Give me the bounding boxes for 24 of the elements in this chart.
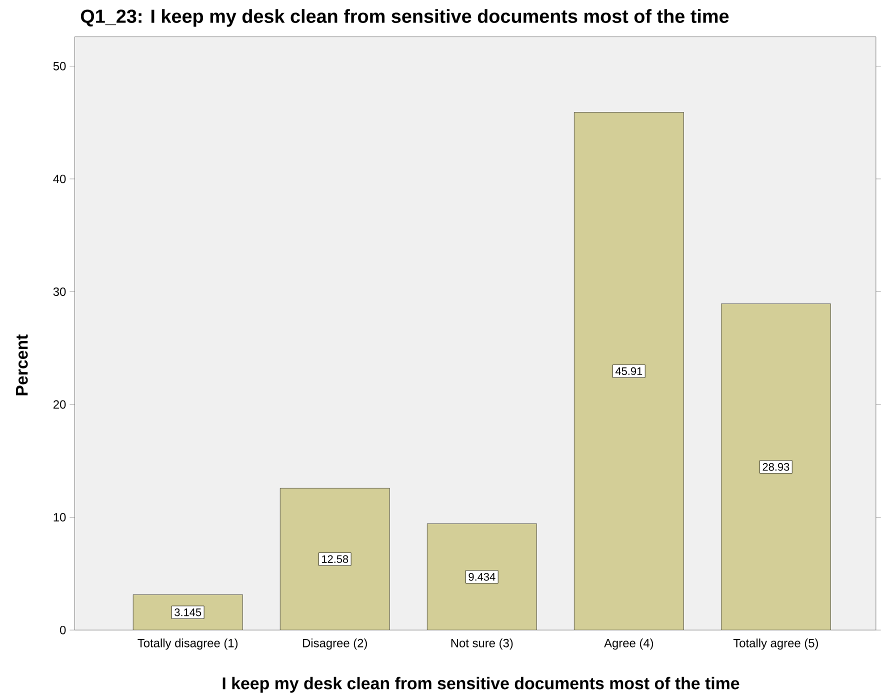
x-tick-label: Disagree (2) <box>303 638 367 650</box>
bar <box>574 112 684 630</box>
bar <box>426 524 537 630</box>
x-axis-title: I keep my desk clean from sensitive documents most of the time <box>222 677 740 693</box>
x-tick-label: Agree (4) <box>604 638 654 650</box>
bar <box>280 488 390 630</box>
chart-title: Q1_23: I keep my desk clean from sensitive documents most of the time <box>80 9 729 27</box>
y-axis-title: Percent <box>16 334 28 396</box>
bar <box>721 304 831 630</box>
x-tick-label: Totally agree (5) <box>733 638 818 650</box>
y-tick-label: 0 <box>60 626 66 634</box>
x-tick-label: Not sure (3) <box>451 638 513 650</box>
data-label: 45.91 <box>615 367 642 376</box>
y-tick-label: 40 <box>53 174 66 184</box>
bar <box>132 594 243 630</box>
data-label: 12.58 <box>322 555 348 564</box>
y-tick-label: 30 <box>53 288 66 296</box>
y-tick-label: 50 <box>53 62 66 71</box>
data-label: 3.145 <box>174 608 202 616</box>
data-label: 28.93 <box>762 463 790 471</box>
y-tick-label: 20 <box>54 400 66 409</box>
x-tick-label: Totally disagree (1) <box>138 638 238 650</box>
y-tick-label: 10 <box>54 513 66 522</box>
data-label: 9.434 <box>468 573 496 581</box>
